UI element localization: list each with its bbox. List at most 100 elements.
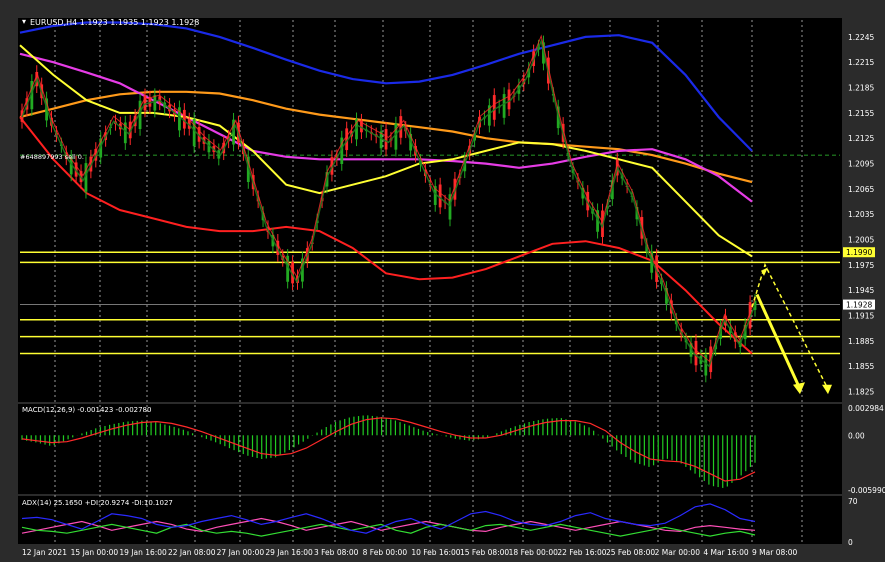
level-price-label: 1.1990	[846, 248, 872, 257]
adx-series	[21, 503, 756, 537]
candle-body	[345, 128, 349, 151]
candle-body	[99, 138, 103, 158]
price-tick-label: 1.2155	[848, 109, 874, 118]
candle-body	[301, 258, 304, 282]
candle-body	[379, 131, 383, 149]
x-axis-label: 18 Feb 00:00	[509, 548, 558, 557]
price-tick-label: 1.1855	[848, 362, 874, 371]
price-tick-label: 1.2065	[848, 185, 874, 194]
candle-body	[74, 162, 78, 177]
x-axis-label: 2 Mar 00:00	[655, 548, 701, 557]
symbol-header: EURUSD,H4 1.1923 1.1935 1.1923 1.1928	[30, 18, 199, 27]
candle-body	[433, 186, 437, 205]
x-axis-label: 3 Feb 08:00	[314, 548, 359, 557]
adx-tick-label: 70	[848, 497, 858, 506]
candle-body	[655, 255, 659, 282]
candle-body	[197, 126, 201, 142]
adx-tick-label: 0	[848, 538, 853, 547]
candle-body	[138, 100, 142, 130]
arrow-head-icon	[793, 382, 805, 395]
x-axis-label: 19 Jan 16:00	[119, 548, 167, 557]
candle-body	[355, 119, 358, 140]
axes: 12 Jan 2021 15 Jan 00:00 19 Jan 16:00 22 Ja…	[22, 33, 885, 557]
candle-body	[704, 354, 708, 376]
arrow-head-icon	[822, 384, 832, 395]
candle-body	[148, 97, 152, 107]
price-tick-label: 1.2005	[848, 236, 874, 245]
candle-body	[330, 157, 334, 175]
candle-body	[492, 95, 496, 120]
macd-tick-label: 0.002984	[848, 404, 884, 413]
smoothed-price-line-red	[21, 34, 756, 363]
x-axis-label: 8 Feb 00:00	[363, 548, 408, 557]
candle-body	[207, 140, 211, 153]
candle-body	[448, 194, 452, 220]
candle-body	[394, 123, 398, 150]
price-tick-label: 1.2125	[848, 134, 874, 143]
x-axis-label: 22 Jan 08:00	[168, 548, 216, 557]
adx-plus-di-line	[21, 523, 756, 537]
x-axis-label: 9 Mar 08:00	[752, 548, 798, 557]
candle-body	[650, 251, 654, 273]
candle-body	[399, 116, 403, 138]
price-tick-label: 1.1825	[848, 388, 874, 397]
x-axis-label: 22 Feb 16:00	[557, 548, 606, 557]
candle-body	[143, 95, 147, 111]
macd-tick-label: 0.00	[848, 431, 865, 440]
x-axis-label: 25 Feb 08:00	[606, 548, 655, 557]
dropdown-triangle-icon[interactable]: ▾	[22, 17, 26, 26]
candle-body	[384, 129, 388, 150]
arrow-head-icon	[761, 267, 768, 276]
adx-title: ADX(14) 25.1650 +DI:20.9274 -DI:10.1027	[22, 499, 173, 507]
candle-body	[502, 94, 506, 118]
price-tick-label: 1.1885	[848, 337, 874, 346]
candle-body	[438, 184, 442, 208]
order-label[interactable]: #648897993 sell 0.	[20, 153, 84, 161]
price-tick-label: 1.1915	[848, 312, 874, 321]
x-axis-label: 27 Jan 00:00	[217, 548, 265, 557]
current-price-label: 1.1928	[846, 301, 872, 310]
horizontal-levels[interactable]	[20, 154, 840, 355]
candle-body	[507, 89, 511, 110]
level-price-box	[843, 247, 875, 258]
price-tick-label: 1.2035	[848, 210, 874, 219]
current-price-box	[843, 299, 875, 310]
candle-body	[182, 109, 186, 129]
candle-body	[586, 191, 590, 211]
macd-signal-line	[21, 417, 756, 482]
price-tick-label: 1.2215	[848, 58, 874, 67]
price-tick-label: 1.2095	[848, 160, 874, 169]
candle-body	[748, 302, 752, 329]
price-tick-label: 1.2185	[848, 84, 874, 93]
x-axis-label: 15 Jan 00:00	[71, 548, 119, 557]
price-tick-label: 1.2245	[848, 33, 874, 42]
price-tick-label: 1.1945	[848, 286, 874, 295]
macd-tick-label: -0.005990	[848, 486, 885, 495]
candle-body	[30, 81, 34, 110]
candle-body	[232, 119, 235, 145]
candle-body	[709, 346, 713, 373]
macd-series	[21, 415, 756, 488]
candle-body	[192, 118, 196, 147]
vertical-gridlines	[54, 20, 803, 544]
smoothed-price-line	[21, 38, 756, 368]
candle-body	[153, 95, 157, 111]
adx-main-line	[21, 503, 756, 534]
candle-body	[360, 120, 363, 133]
forecast-arrow-solid	[755, 293, 802, 390]
x-axis-label: 15 Feb 08:00	[460, 548, 509, 557]
forecast-arrow-dashed	[751, 262, 829, 390]
x-axis-label: 4 Mar 16:00	[703, 548, 749, 557]
x-axis-label: 29 Jan 16:00	[265, 548, 313, 557]
candle-body	[84, 163, 88, 192]
candle-body	[291, 262, 294, 284]
candle-body	[340, 137, 344, 164]
ma-blue-line	[19, 21, 753, 152]
ma-yellow-line	[19, 44, 753, 258]
price-series	[19, 21, 832, 395]
candle-body	[487, 105, 491, 126]
candle-body	[69, 156, 73, 175]
macd-title: MACD(12,26,9) -0.001423 -0.002780	[22, 406, 151, 414]
price-tick-label: 1.1975	[848, 261, 874, 270]
